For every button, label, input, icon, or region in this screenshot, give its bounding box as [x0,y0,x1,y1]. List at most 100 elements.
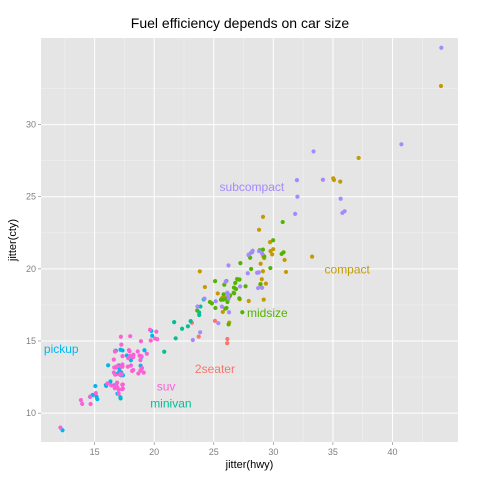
data-point-compact [215,291,220,296]
data-point-compact [282,257,287,263]
data-point-subcompact [256,285,261,291]
data-point-subcompact [238,284,243,289]
data-point-midsize [235,277,240,282]
data-point-compact [220,309,225,315]
data-point-pickup [150,333,155,338]
data-point-midsize [238,261,243,266]
data-point-subcompact [320,177,325,182]
data-point-subcompact [216,321,221,326]
data-point-suv [114,382,119,387]
data-points [58,45,444,433]
data-point-suv [93,391,98,396]
data-point-subcompact [198,330,203,335]
data-point-compact [197,269,202,274]
data-point-subcompact [399,142,404,147]
data-point-midsize [213,305,218,311]
data-point-compact [202,284,207,290]
x-tick-label: 15 [90,447,100,457]
data-point-midsize [221,297,226,302]
data-point-suv [109,383,114,388]
data-point-subcompact [439,45,444,50]
data-point-suv [131,352,136,357]
data-point-midsize [232,291,237,296]
grid-lines [41,38,458,442]
data-point-compact [263,281,269,286]
data-point-suv [126,348,132,353]
data-point-suv [139,368,144,373]
data-point-suv [118,334,123,339]
data-point-compact [331,177,337,183]
data-point-subcompact [293,211,298,216]
data-point-suv [138,339,144,344]
data-point-subcompact [295,194,300,199]
data-point-subcompact [245,271,250,276]
data-point-2seater [196,334,201,339]
data-point-midsize [260,247,265,252]
data-point-compact [260,269,266,274]
data-point-subcompact [223,279,228,284]
data-point-subcompact [219,304,224,309]
data-point-compact [271,247,276,252]
class-labels: subcompact compact midsize pickup 2seater suv… [44,180,371,410]
data-point-minivan [179,326,185,331]
data-point-subcompact [294,178,300,183]
data-point-suv [88,401,93,407]
data-point-pickup [95,396,100,402]
data-point-compact [270,252,275,257]
data-point-midsize [279,251,284,257]
data-point-suv [136,371,141,376]
data-point-subcompact [342,209,347,214]
data-point-minivan [162,349,167,354]
chart-title: Fuel efficiency depends on car size [131,15,350,31]
data-point-subcompact [226,296,231,301]
data-point-midsize [233,280,238,286]
data-point-suv [111,357,116,362]
data-point-suv [115,364,120,369]
data-point-compact [261,297,266,302]
data-point-compact [356,155,361,161]
data-point-2seater [212,318,218,323]
data-point-suv [58,425,63,430]
data-point-subcompact [246,252,251,257]
data-point-subcompact [213,299,218,304]
x-tick-label: 35 [328,447,338,457]
data-point-midsize [207,299,213,305]
data-point-suv [80,401,85,406]
data-point-subcompact [259,285,265,290]
data-point-suv [105,381,110,386]
data-point-compact [438,83,444,89]
data-point-suv [147,327,153,332]
data-point-suv [88,394,93,399]
y-tick-label: 15 [26,336,36,346]
data-point-suv [116,387,121,392]
class-label-2seater: 2seater [195,362,235,376]
x-axis-ticks: 15 20 25 30 35 40 [90,442,397,457]
data-point-pickup [118,395,123,400]
data-point-suv [128,334,133,339]
data-point-midsize [243,284,248,289]
data-point-midsize [231,285,237,290]
data-point-suv [154,329,159,334]
data-point-suv [120,382,125,387]
data-point-midsize [226,322,231,327]
data-point-subcompact [256,249,262,254]
data-point-pickup [118,347,123,352]
data-point-subcompact [225,291,230,296]
data-point-suv [152,336,158,341]
x-tick-label: 25 [209,447,219,457]
y-tick-label: 20 [26,264,36,274]
data-point-compact [246,298,251,304]
data-point-pickup [142,348,147,353]
plot-panel [41,38,458,442]
data-point-pickup [106,363,111,368]
data-point-subcompact [338,196,343,201]
data-point-midsize [224,305,229,311]
data-point-midsize [240,310,245,315]
data-point-midsize [280,219,285,225]
data-point-pickup [93,383,98,389]
data-point-suv [78,397,84,403]
class-label-suv: suv [157,379,176,393]
data-point-suv [148,338,153,343]
y-axis-ticks: 10 15 20 25 30 [26,120,41,418]
data-point-subcompact [260,251,265,256]
